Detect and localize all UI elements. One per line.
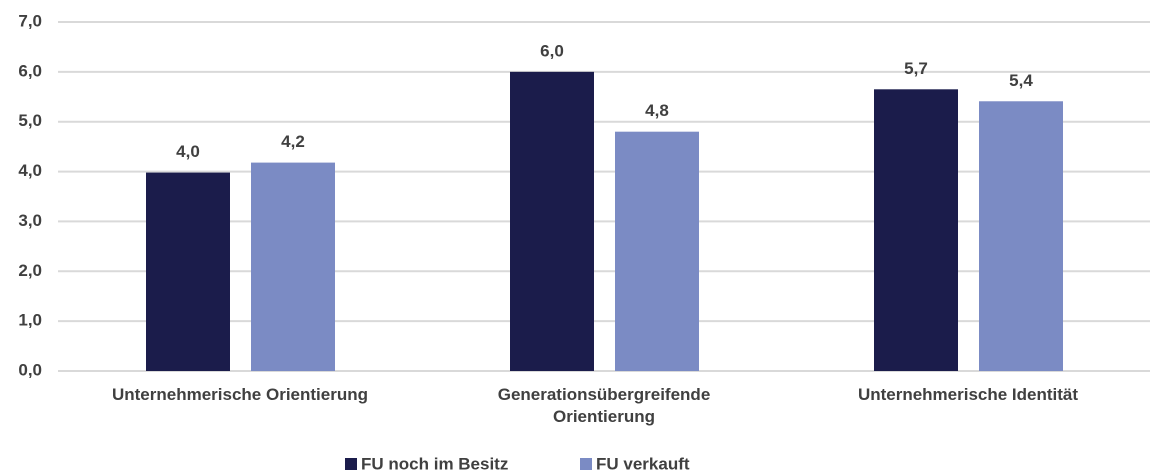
y-tick-label: 4,0 xyxy=(18,161,42,180)
data-label: 5,4 xyxy=(1009,71,1033,90)
y-tick-label: 5,0 xyxy=(18,111,42,130)
bar xyxy=(251,162,335,371)
data-label: 4,2 xyxy=(281,132,305,151)
y-tick-label: 2,0 xyxy=(18,261,42,280)
x-tick-label: Unternehmerische Identität xyxy=(857,385,1079,404)
bar xyxy=(146,172,230,371)
bar xyxy=(979,101,1063,371)
bar xyxy=(874,89,958,372)
data-label: 5,7 xyxy=(904,59,928,78)
data-label: 4,8 xyxy=(645,101,669,120)
legend-label: FU verkauft xyxy=(596,454,690,473)
legend-label: FU noch im Besitz xyxy=(361,454,508,473)
x-tick-label: Unternehmerische Orientierung xyxy=(111,385,368,404)
y-tick-label: 3,0 xyxy=(18,211,42,230)
bar xyxy=(615,131,699,371)
data-label: 4,0 xyxy=(176,142,200,161)
y-tick-label: 7,0 xyxy=(18,11,42,30)
y-tick-label: 0,0 xyxy=(18,360,42,379)
legend-swatch xyxy=(580,458,592,470)
x-tick-label: Generationsübergreifende Orientierung xyxy=(497,385,711,426)
legend-swatch xyxy=(345,458,357,470)
y-tick-label: 6,0 xyxy=(18,61,42,80)
data-label: 6,0 xyxy=(540,41,564,60)
y-tick-label: 1,0 xyxy=(18,311,42,330)
bar xyxy=(510,71,594,371)
